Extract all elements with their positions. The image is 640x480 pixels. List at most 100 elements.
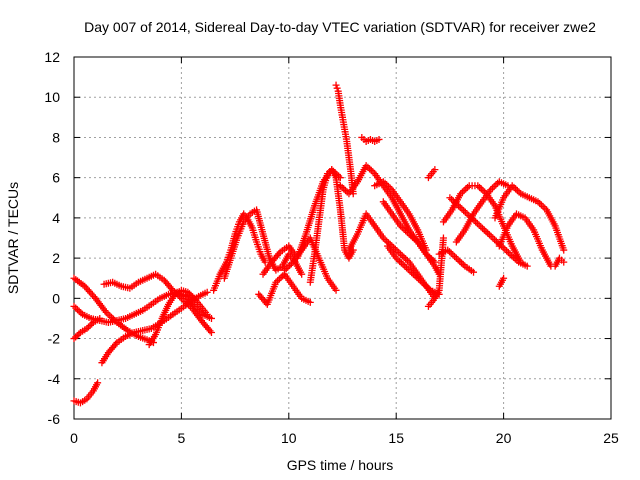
data-point [512, 185, 520, 193]
data-point [72, 333, 80, 341]
y-tick-label: -6 [48, 411, 61, 427]
data-point [456, 257, 464, 265]
x-tick-label: 15 [388, 430, 404, 446]
data-point [275, 250, 283, 258]
data-point [275, 275, 283, 283]
data-point [261, 258, 269, 266]
data-point [333, 84, 341, 92]
data-point [475, 221, 483, 229]
data-point [460, 207, 468, 215]
data-point [513, 187, 521, 195]
y-tick-labels: -6 -4 -2 0 2 4 6 8 10 12 [44, 49, 60, 427]
data-point [75, 330, 83, 338]
data-point [75, 307, 83, 315]
data-point [342, 187, 350, 195]
x-tick-label: 20 [496, 430, 512, 446]
y-tick-label: 8 [52, 129, 60, 145]
data-point [458, 205, 466, 213]
data-point [504, 248, 512, 256]
data-point [462, 185, 470, 193]
y-axis-label: SDTVAR / TECUs [5, 182, 21, 294]
data-point [501, 245, 509, 253]
data-point [367, 166, 375, 174]
data-point [454, 256, 462, 264]
data-point [523, 262, 531, 270]
data-point [83, 325, 91, 332]
data-point [381, 236, 389, 244]
data-point [539, 203, 547, 211]
data-point [488, 184, 496, 192]
data-point [479, 224, 487, 232]
data-point [477, 223, 485, 231]
data-point [184, 288, 192, 296]
data-point [104, 310, 112, 318]
data-point [70, 335, 78, 343]
data-point [484, 229, 492, 237]
data-point [286, 261, 294, 269]
data-point [206, 327, 214, 335]
data-point [112, 340, 120, 348]
data-point [84, 323, 92, 331]
data-point [73, 332, 81, 340]
x-tick-label: 0 [70, 430, 78, 446]
y-tick-label: 2 [52, 250, 60, 266]
data-point [560, 258, 568, 266]
data-point [482, 228, 490, 236]
data-point [94, 379, 102, 387]
data-point [456, 203, 464, 211]
x-tick-label: 25 [603, 430, 619, 446]
data-point [187, 291, 195, 299]
plot-frame [73, 56, 612, 420]
axis-ticks [73, 56, 612, 420]
data-point [449, 251, 457, 259]
data-point [452, 254, 460, 262]
y-tick-label: 12 [44, 49, 60, 65]
y-tick-label: 4 [52, 210, 60, 226]
data-point [203, 288, 211, 296]
data-point [306, 298, 314, 306]
data-point [383, 237, 391, 245]
data-point [298, 270, 306, 278]
data-point [461, 208, 469, 216]
grid-lines [74, 57, 611, 419]
y-tick-label: 10 [44, 89, 60, 105]
data-point [96, 314, 104, 322]
data-point [464, 183, 472, 191]
data-point [185, 290, 193, 298]
y-tick-label: 0 [52, 290, 60, 306]
data-point [480, 226, 488, 234]
data-point [70, 302, 78, 310]
data-point [439, 234, 447, 242]
data-point [88, 320, 96, 328]
data-point [487, 232, 495, 240]
chart-title: Day 007 of 2014, Sidereal Day-to-day VTE… [84, 19, 596, 35]
data-point [366, 165, 374, 173]
data-point [489, 234, 497, 242]
data-point [431, 166, 439, 174]
data-point [470, 268, 478, 276]
data-point [445, 248, 453, 256]
data-point [369, 168, 377, 176]
data-point [490, 183, 498, 191]
data-point [457, 259, 465, 267]
data-point [503, 247, 511, 255]
data-point [72, 304, 80, 312]
data-point [479, 187, 487, 195]
data-point [460, 187, 468, 195]
x-tick-label: 5 [178, 430, 186, 446]
data-point [537, 201, 545, 209]
x-tick-label: 10 [281, 430, 297, 446]
data-point [500, 274, 508, 282]
data-point [485, 231, 493, 239]
data-point [491, 236, 499, 244]
data-point [167, 285, 175, 293]
x-axis-label: GPS time / hours [287, 457, 394, 473]
data-point [459, 261, 467, 269]
data-point [73, 306, 81, 314]
y-tick-label: -2 [48, 331, 61, 347]
data-point [560, 246, 568, 254]
data-point [332, 81, 340, 89]
data-point [332, 286, 340, 294]
data-point [477, 185, 485, 193]
